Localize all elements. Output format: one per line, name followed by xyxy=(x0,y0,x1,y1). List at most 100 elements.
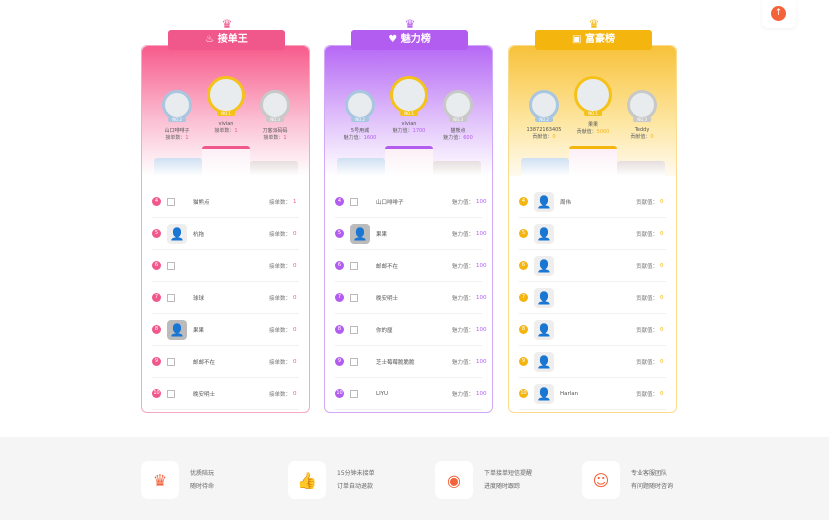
list-item[interactable]: 8 你的厘 魅力值： 100 xyxy=(335,314,487,346)
leaderboard-2: ♛ ▣ 富豪榜 NO.2 13872163405 贡献值：0 NO.1 果果 贡… xyxy=(508,18,677,413)
list-item[interactable]: 8 👤 果果 接单数： 0 xyxy=(152,314,299,346)
user-value: 0 xyxy=(293,358,297,365)
value-label: 贡献值： xyxy=(635,359,658,366)
top-name: 13872163405 xyxy=(526,127,562,133)
top-rank-2[interactable]: NO.3 刀客派码码 接单数：1 xyxy=(250,90,300,141)
leaderboard-1: ♛ ♥ 魅力榜 NO.2 5号用城 魅力值：1600 NO.1 vivian 魅… xyxy=(324,18,493,413)
user-value: 100 xyxy=(476,198,487,205)
feature-line1: 下单接单短信提醒 xyxy=(484,470,533,477)
list-item[interactable]: 10 LIYU 魅力值： 100 xyxy=(335,378,487,410)
list-item[interactable]: 4 👤 周伟 贡献值： 0 xyxy=(519,186,666,218)
rank-number: 5 xyxy=(519,229,528,238)
value-label: 贡献值： xyxy=(635,295,658,302)
rank-number: 6 xyxy=(519,261,528,270)
top-rank-0[interactable]: NO.2 山口啡啡子 接单数：1 xyxy=(152,90,202,141)
list-item[interactable]: 4 山口啡啡子 魅力值： 100 xyxy=(335,186,487,218)
user-name: 杭拖 xyxy=(193,231,205,238)
avatar: NO.2 xyxy=(345,90,375,122)
list-item[interactable]: 9 👤 贡献值： 0 xyxy=(519,346,666,378)
top-value: 1 xyxy=(234,128,238,134)
avatar: NO.3 xyxy=(260,90,290,122)
features-footer: ♛ 优质陪玩 随时待命 👍 15分钟未接单 订单自动退款 ◉ 下单接单短信提醒 进度随… xyxy=(0,437,829,520)
list-item[interactable]: 6 接单数： 0 xyxy=(152,250,299,282)
rank-number: 7 xyxy=(519,293,528,302)
broken-image-icon xyxy=(350,197,358,206)
crown-icon: ♛ xyxy=(221,17,233,31)
top-name: vivian xyxy=(401,121,417,127)
user-value: 0 xyxy=(293,390,297,397)
scroll-to-top-button[interactable]: ↑ xyxy=(762,0,796,28)
top-rank-1[interactable]: NO.1 果果 贡献值：5000 xyxy=(568,76,618,135)
top-rank-0[interactable]: NO.2 13872163405 贡献值：0 xyxy=(519,90,569,140)
value-label: 魅力值： xyxy=(451,391,474,398)
avatar: NO.2 xyxy=(529,90,559,122)
list-item[interactable]: 7 晚安明士 魅力值： 100 xyxy=(335,282,487,314)
target-icon: ◉ xyxy=(435,461,473,499)
value-label: 魅力值： xyxy=(451,327,474,334)
user-value: 0 xyxy=(660,390,664,397)
value-label: 贡献值： xyxy=(635,327,658,334)
broken-image-icon xyxy=(350,357,358,366)
list-item[interactable]: 5 👤 果果 魅力值： 100 xyxy=(335,218,487,250)
list-item[interactable]: 7 👤 贡献值： 0 xyxy=(519,282,666,314)
feature-line2: 进度随时跟踪 xyxy=(484,483,521,490)
crown-icon: ♛ xyxy=(588,17,600,31)
rank-badge: NO.1 xyxy=(400,111,418,116)
list-item[interactable]: 6 邮邮不在 魅力值： 100 xyxy=(335,250,487,282)
list-item[interactable]: 8 👤 贡献值： 0 xyxy=(519,314,666,346)
broken-image-icon xyxy=(350,261,358,270)
avatar: NO.3 xyxy=(443,90,473,122)
user-name: 山口啡啡子 xyxy=(376,199,404,206)
top-value: 0 xyxy=(552,134,556,140)
broken-image-icon xyxy=(167,261,175,270)
rank-number: 8 xyxy=(152,325,161,334)
list-item[interactable]: 6 👤 贡献值： 0 xyxy=(519,250,666,282)
feature-item: ♛ 优质陪玩 随时待命 xyxy=(141,461,214,499)
podium-steps xyxy=(154,144,299,176)
board-title: 富豪榜 xyxy=(584,34,615,45)
top-rank-2[interactable]: NO.3 猫熊点 魅力值：600 xyxy=(433,90,483,141)
list-item[interactable]: 7 球球 接单数： 0 xyxy=(152,282,299,314)
list-item[interactable]: 9 邮邮不在 接单数： 0 xyxy=(152,346,299,378)
board-title: 魅力榜 xyxy=(400,34,431,45)
rank-number: 8 xyxy=(335,325,344,334)
rank-number: 10 xyxy=(335,389,344,398)
user-value: 100 xyxy=(476,230,487,237)
value-label: 魅力值： xyxy=(443,135,464,141)
broken-image-icon xyxy=(167,293,175,302)
value-label: 魅力值： xyxy=(451,231,474,238)
broken-image-icon xyxy=(167,197,175,206)
crown-icon: ♛ xyxy=(404,17,416,31)
top-rank-1[interactable]: NO.1 vivian 接单数：1 xyxy=(201,76,251,134)
feature-line1: 优质陪玩 xyxy=(190,470,215,477)
top-rank-0[interactable]: NO.2 5号用城 魅力值：1600 xyxy=(335,90,385,141)
avatar: 👤 xyxy=(167,319,187,340)
list-item[interactable]: 4 猫熊点 接单数： 1 xyxy=(152,186,299,218)
feature-item: 👍 15分钟未接单 订单自动退款 xyxy=(288,461,375,499)
user-value: 100 xyxy=(476,294,487,301)
avatar: NO.2 xyxy=(162,90,192,122)
avatar: NO.1 xyxy=(574,76,612,116)
user-name: 邮邮不在 xyxy=(376,263,399,270)
rank-number: 4 xyxy=(519,197,528,206)
rank-number: 5 xyxy=(335,229,344,238)
user-name: 果果 xyxy=(376,231,388,238)
top-rank-1[interactable]: NO.1 vivian 魅力值：1700 xyxy=(384,76,434,134)
value-label: 接单数： xyxy=(268,231,291,238)
user-name: 球球 xyxy=(193,295,205,302)
board-title-banner: ♛ ▣ 富豪榜 xyxy=(519,18,668,52)
list-item[interactable]: 9 芝士莓莓脆脆脆 魅力值： 100 xyxy=(335,346,487,378)
list-item[interactable]: 5 👤 杭拖 接单数： 0 xyxy=(152,218,299,250)
rank-badge: NO.1 xyxy=(584,111,602,116)
list-item[interactable]: 5 👤 贡献值： 0 xyxy=(519,218,666,250)
value-label: 魅力值： xyxy=(451,359,474,366)
user-name: LIYU xyxy=(376,390,389,397)
top-rank-2[interactable]: NO.3 Teddy 贡献值：0 xyxy=(617,90,667,140)
top-value: 1600 xyxy=(363,135,377,141)
user-name: 你的厘 xyxy=(376,327,393,334)
top-name: Teddy xyxy=(634,127,650,133)
list-item[interactable]: 10 👤 Harlan 贡献值： 0 xyxy=(519,378,666,410)
podium-steps xyxy=(337,144,482,176)
list-item[interactable]: 10 晚安明士 接单数： 0 xyxy=(152,378,299,410)
avatar: 👤 xyxy=(534,319,554,340)
